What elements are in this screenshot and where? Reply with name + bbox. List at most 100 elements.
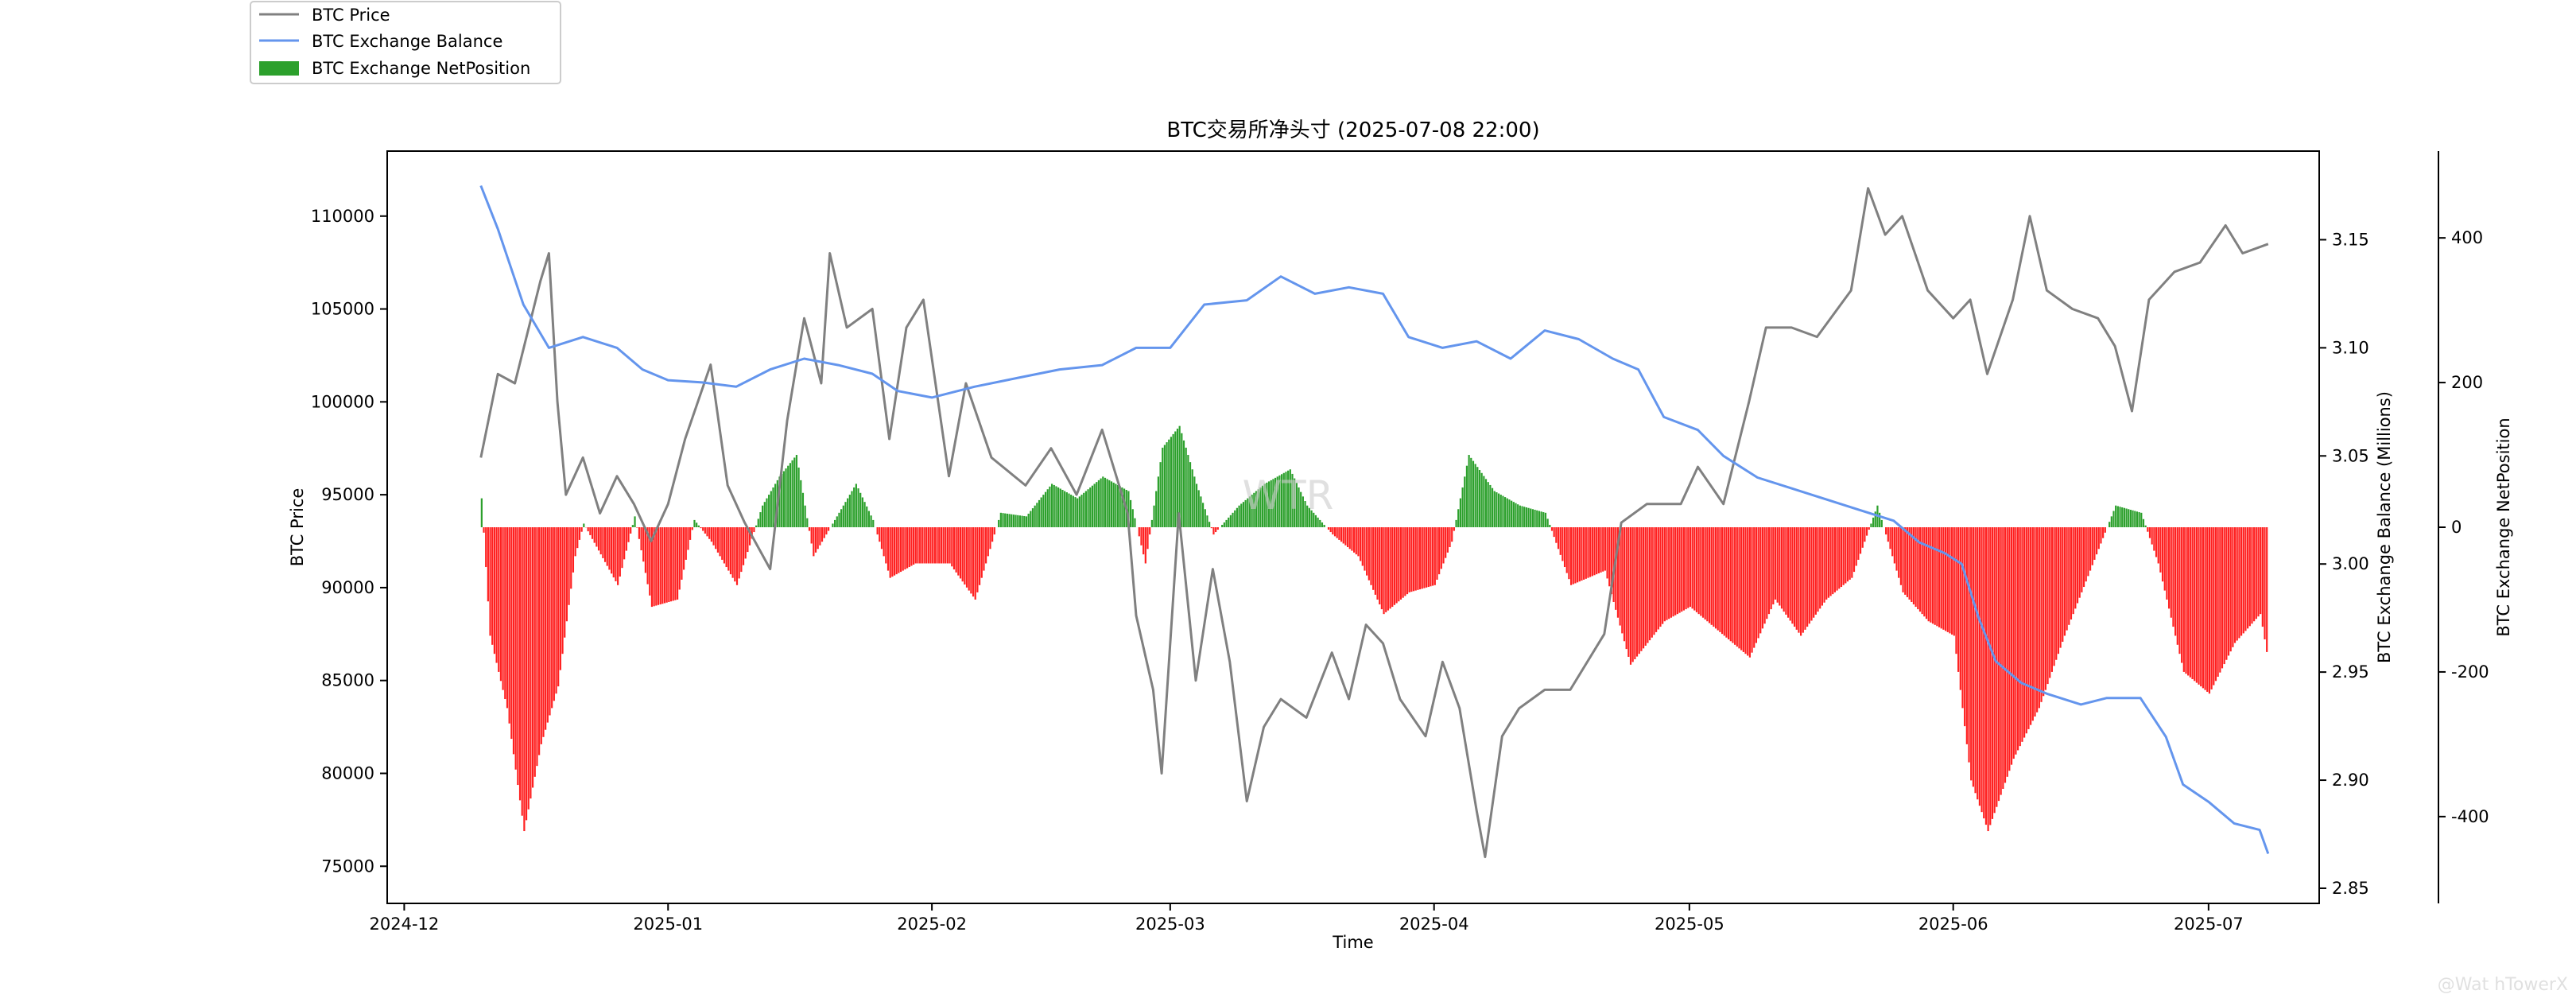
netposition-bar: [1002, 513, 1004, 527]
y-left-axis-label: BTC Price: [288, 488, 307, 567]
netposition-bar: [1934, 527, 1936, 625]
netposition-bar: [2000, 527, 2002, 795]
netposition-bar: [1242, 502, 1245, 527]
netposition-bar: [1736, 527, 1738, 647]
netposition-bar: [1130, 499, 1132, 527]
netposition-bar: [1027, 513, 1030, 527]
netposition-bar: [617, 527, 619, 585]
netposition-bar: [2200, 527, 2202, 687]
netposition-bar: [1453, 527, 1455, 531]
netposition-bar: [678, 527, 681, 590]
netposition-bar: [1150, 519, 1153, 527]
netposition-bar: [480, 498, 483, 527]
netposition-bar: [1144, 527, 1146, 564]
netposition-bar: [742, 527, 745, 565]
netposition-bar: [1064, 491, 1066, 527]
netposition-bar: [1719, 527, 1721, 632]
netposition-bar: [1740, 527, 1743, 651]
netposition-bar: [1550, 527, 1554, 531]
netposition-bar: [2038, 527, 2040, 709]
netposition-bar: [2144, 525, 2147, 527]
netposition-bar: [1687, 527, 1690, 608]
netposition-bar: [2002, 527, 2004, 789]
netposition-bar: [533, 527, 536, 777]
netposition-bar: [1425, 527, 1428, 588]
netposition-bar: [1034, 505, 1036, 527]
netposition-bar: [883, 527, 885, 557]
netposition-bar: [1140, 527, 1143, 546]
netposition-bar: [772, 487, 774, 527]
netposition-bar: [1813, 527, 1815, 618]
netposition-bar: [1783, 527, 1785, 612]
netposition-bar: [619, 527, 621, 577]
netposition-bar: [693, 519, 696, 527]
netposition-bar: [1332, 527, 1334, 535]
netposition-bar: [1596, 527, 1598, 575]
netposition-bar: [919, 527, 921, 564]
netposition-bar: [2208, 527, 2211, 694]
netposition-bar: [2198, 527, 2200, 685]
netposition-bar: [904, 527, 906, 570]
netposition-bar: [1785, 527, 1787, 615]
netposition-bar: [1534, 510, 1536, 527]
netposition-bar: [1793, 527, 1796, 627]
netposition-bar: [1244, 499, 1247, 527]
netposition-bar: [929, 527, 932, 564]
netposition-bar: [1146, 527, 1149, 550]
netposition-bar: [735, 527, 739, 585]
netposition-bar: [1996, 527, 1998, 807]
netposition-bar: [1874, 511, 1876, 527]
netposition-bar: [1713, 527, 1715, 627]
netposition-bar: [1057, 487, 1060, 527]
netposition-bar: [1817, 527, 1819, 612]
netposition-bar: [1908, 527, 1911, 600]
axes: 2024-12 2025-01 2025-02 2025-03 2025-04 2025-…: [311, 207, 2489, 934]
netposition-bar: [1182, 440, 1185, 527]
netposition-bar: [704, 527, 706, 534]
netposition-bar: [1310, 510, 1313, 527]
netposition-bar: [1742, 527, 1744, 652]
netposition-bar: [1338, 527, 1340, 540]
netposition-bar: [965, 527, 968, 588]
netposition-bar: [1406, 527, 1409, 595]
netposition-bar: [1672, 527, 1674, 617]
netposition-bar: [2057, 527, 2060, 654]
netposition-bar: [2232, 527, 2234, 647]
netposition-bar: [1329, 527, 1332, 533]
netposition-bar: [1483, 476, 1485, 527]
netposition-bar: [1191, 469, 1193, 527]
netposition-bar: [1127, 491, 1130, 527]
netposition-bar: [1865, 527, 1868, 536]
x-tick-label: 2025-07: [2174, 915, 2244, 934]
netposition-bar: [872, 519, 875, 527]
y-right2-tick-label: 200: [2451, 373, 2483, 392]
netposition-bar: [1887, 527, 1889, 542]
netposition-bar: [1568, 527, 1570, 580]
netposition-bar: [993, 527, 995, 535]
netposition-bar: [1666, 527, 1668, 620]
netposition-bar: [1670, 527, 1672, 618]
netposition-bar: [781, 473, 783, 527]
netposition-bar: [946, 527, 949, 564]
netposition-bar: [747, 527, 749, 553]
netposition-bar: [2253, 527, 2256, 622]
netposition-bar: [1281, 474, 1283, 527]
netposition-bar: [570, 527, 572, 589]
netposition-bar: [1767, 527, 1771, 615]
netposition-bar: [1857, 527, 1860, 560]
netposition-bar: [1072, 495, 1074, 527]
netposition-bar: [985, 527, 987, 564]
netposition-bar: [521, 527, 523, 816]
netposition-bar: [1651, 527, 1653, 638]
netposition-bar: [2242, 527, 2244, 634]
netposition-bar: [840, 509, 843, 527]
netposition-bar: [650, 527, 654, 608]
netposition-bar: [895, 527, 898, 575]
netposition-bar: [576, 527, 579, 549]
netposition-bar: [751, 527, 753, 539]
netposition-bar: [1753, 527, 1755, 648]
netposition-bar: [2112, 511, 2115, 527]
y-right-tick-label: 3.10: [2332, 338, 2369, 357]
netposition-bar: [2167, 527, 2171, 609]
netposition-bar: [1417, 527, 1419, 590]
